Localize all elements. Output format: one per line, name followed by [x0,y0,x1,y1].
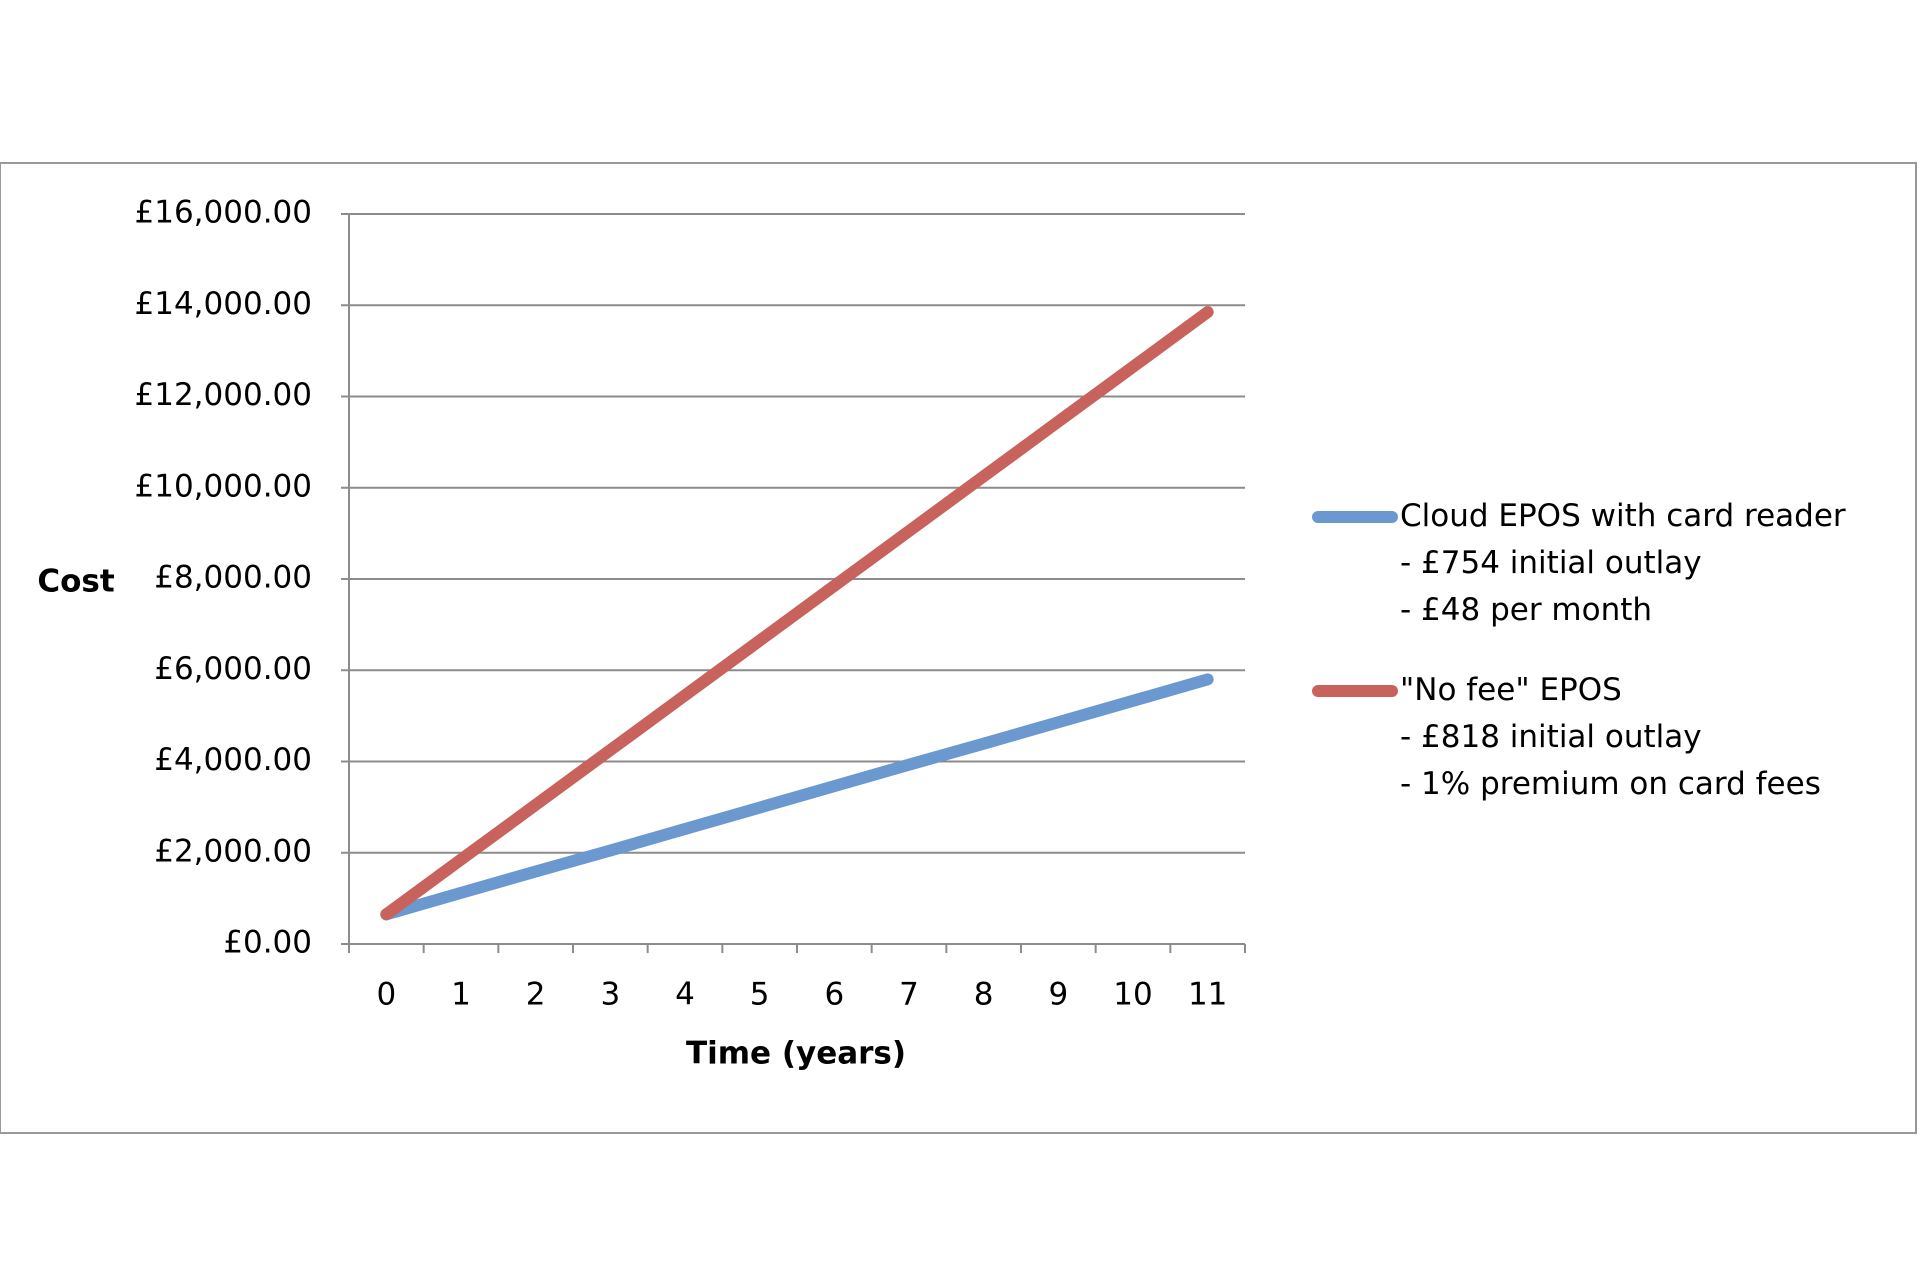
x-tick-label: 8 [974,977,994,1013]
x-axis-title: Time (years) [686,1036,906,1072]
chart-frame [0,162,1917,1134]
x-tick-label: 4 [675,977,695,1013]
data-line [380,673,1214,921]
data-line [380,306,1214,921]
y-tick-label: £10,000.00 [135,468,313,504]
legend-label: Cloud EPOS with card reader - £754 initi… [1400,498,1846,628]
x-tick-label: 5 [750,977,770,1013]
x-tick-label: 1 [451,977,471,1013]
x-tick-label: 10 [1113,977,1152,1013]
x-tick-label: 6 [824,977,844,1013]
y-tick-label: £14,000.00 [135,286,313,322]
x-tick-label: 2 [526,977,546,1013]
y-tick-label: £4,000.00 [154,742,312,778]
y-tick-label: £16,000.00 [135,195,313,231]
x-tick-label: 7 [899,977,919,1013]
y-tick-label: £0.00 [223,925,312,961]
x-tick-label: 9 [1048,977,1068,1013]
y-tick-label: £12,000.00 [135,377,313,413]
y-tick-label: £2,000.00 [154,833,312,869]
y-axis-title: Cost [37,564,114,600]
y-tick-label: £8,000.00 [154,560,312,596]
y-tick-label: £6,000.00 [154,651,312,687]
x-tick-label: 3 [600,977,620,1013]
x-tick-label: 11 [1188,977,1227,1013]
legend-label: "No fee" EPOS - £818 initial outlay - 1%… [1400,672,1821,802]
x-tick-label: 0 [376,977,396,1013]
